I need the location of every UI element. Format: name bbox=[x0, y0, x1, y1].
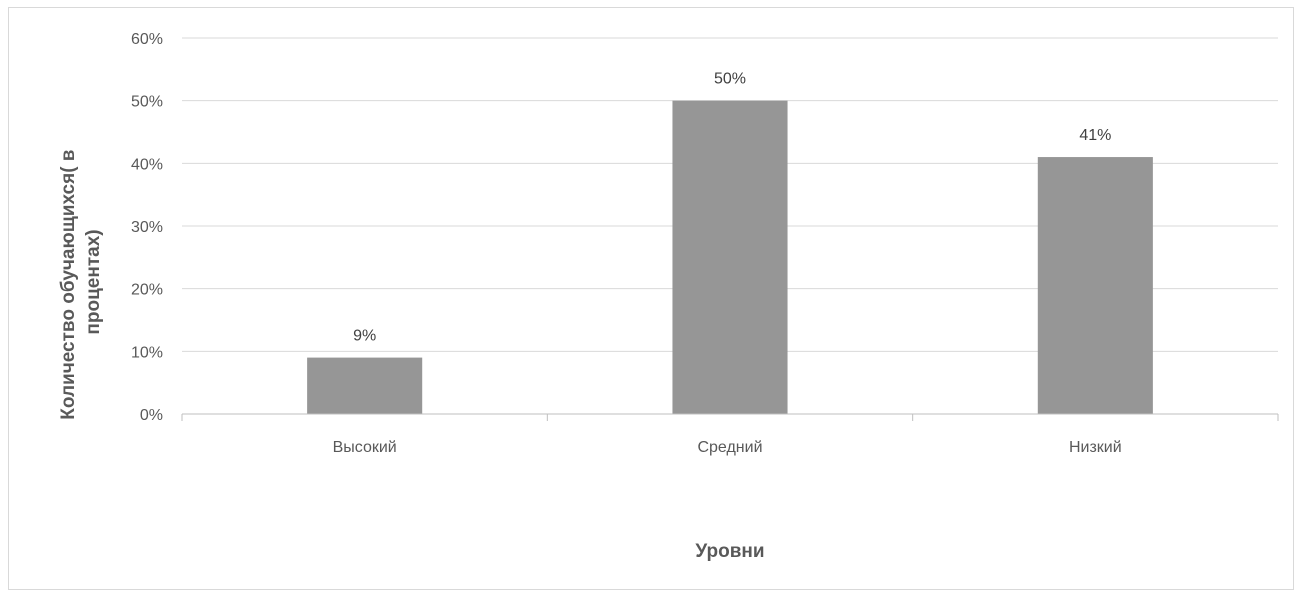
labels: 0% 10% 20% 30% 40% 50% 60% 9% Высокий 50% Средний 4… bbox=[131, 31, 1122, 456]
x-tick-label: Низкий bbox=[1069, 439, 1122, 456]
data-label: 41% bbox=[1079, 127, 1111, 144]
bar bbox=[1037, 157, 1153, 415]
y-axis-title-line-2: процентах) bbox=[83, 229, 104, 334]
data-label: 9% bbox=[353, 328, 376, 345]
bar bbox=[672, 100, 788, 415]
bars bbox=[307, 100, 1153, 415]
y-tick-label: 40% bbox=[131, 156, 163, 173]
axes bbox=[181, 413, 1279, 421]
y-axis-title: Количество обучающихся( в процентах) bbox=[58, 144, 104, 420]
x-tick-label: Высокий bbox=[333, 439, 397, 456]
y-tick-label: 0% bbox=[140, 407, 163, 424]
y-tick-label: 50% bbox=[131, 94, 163, 111]
data-label: 50% bbox=[714, 71, 746, 88]
y-tick-label: 30% bbox=[131, 219, 163, 236]
y-axis-title-line-1: Количество обучающихся( в bbox=[58, 150, 79, 420]
y-tick-label: 60% bbox=[131, 31, 163, 48]
x-axis-title: Уровни bbox=[695, 541, 764, 562]
y-tick-label: 10% bbox=[131, 344, 163, 361]
x-tick-label: Средний bbox=[697, 439, 762, 456]
bar bbox=[307, 357, 423, 414]
y-tick-label: 20% bbox=[131, 282, 163, 299]
